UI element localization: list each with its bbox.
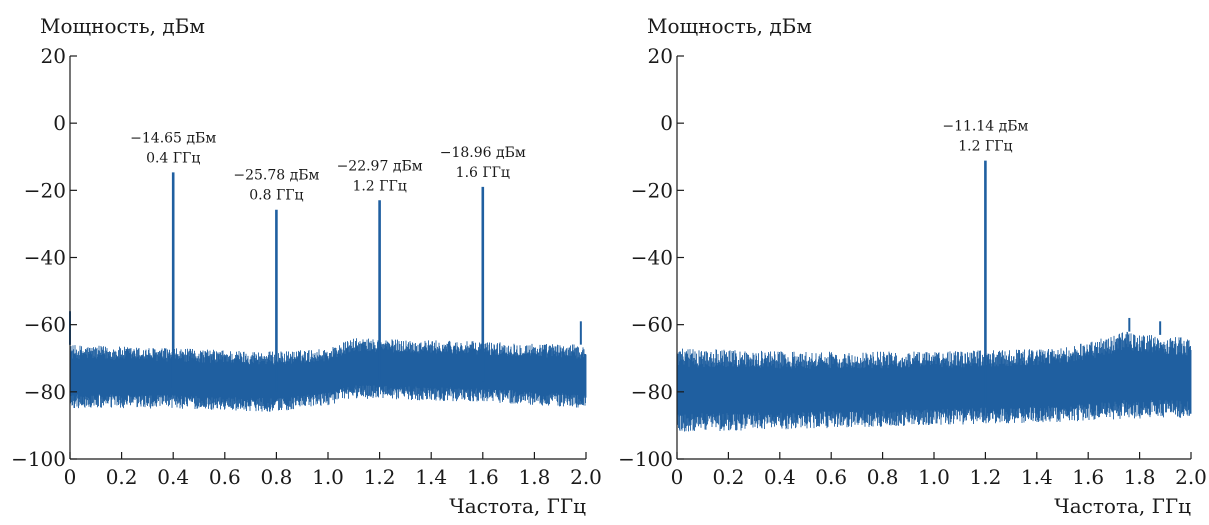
x-tick-label: 0.6 (209, 465, 241, 489)
peak-frequency-label: 1.6 ГГц (456, 165, 510, 181)
y-tick-label: 0 (660, 111, 673, 135)
y-tick-label: −100 (11, 447, 66, 471)
y-tick-label: −80 (24, 380, 66, 404)
x-tick-label: 0 (671, 465, 684, 489)
y-tick-label: 20 (648, 44, 673, 68)
y-axis-label: Мощность, дБм (647, 14, 812, 38)
x-tick-label: 0 (64, 465, 77, 489)
left-spectrum-panel: Мощность, дБм Частота, ГГц −14.65 дБм 0.4 Г… (11, 14, 602, 518)
peak-power-label: −11.14 дБм (942, 119, 1028, 135)
x-tick-label: 1.4 (1021, 465, 1053, 489)
y-tick-label: −80 (631, 380, 673, 404)
x-tick-label: 1.0 (312, 465, 344, 489)
peak-frequency-label: 0.4 ГГц (146, 150, 200, 166)
y-tick-label: −20 (24, 178, 66, 202)
x-axis-label: Частота, ГГц (1054, 494, 1191, 518)
peak-frequency-label: 1.2 ГГц (352, 178, 406, 194)
x-tick-label: 0.2 (712, 465, 744, 489)
y-tick-label: 0 (53, 111, 66, 135)
peak-frequency-label: 1.2 ГГц (958, 139, 1012, 155)
x-tick-label: 1.4 (415, 465, 447, 489)
y-tick-label: −20 (631, 178, 673, 202)
x-tick-label: 1.8 (1124, 465, 1156, 489)
peak-power-label: −22.97 дБм (337, 158, 423, 174)
y-tick-label: −100 (618, 447, 673, 471)
y-axis-label: Мощность, дБм (40, 14, 205, 38)
y-tick-label: −60 (24, 313, 66, 337)
x-tick-label: 0.8 (867, 465, 899, 489)
noise-floor-trace (69, 338, 587, 412)
y-tick-label: −60 (631, 313, 673, 337)
x-tick-label: 0.6 (815, 465, 847, 489)
y-tick-label: −40 (631, 246, 673, 270)
x-tick-label: 1.0 (918, 465, 950, 489)
y-tick-label: −40 (24, 246, 66, 270)
x-tick-label: 1.6 (1072, 465, 1104, 489)
y-tick-label: 20 (41, 44, 66, 68)
x-tick-label: 0.2 (106, 465, 138, 489)
x-tick-label: 1.8 (518, 465, 550, 489)
x-tick-label: 2.0 (570, 465, 602, 489)
x-tick-label: 1.2 (364, 465, 396, 489)
x-tick-label: 1.2 (969, 465, 1001, 489)
x-tick-label: 0.4 (764, 465, 796, 489)
noise-floor-trace (676, 331, 1192, 432)
x-tick-label: 1.6 (467, 465, 499, 489)
right-spectrum-panel: Мощность, дБм Частота, ГГц −11.14 дБм 1.2 Г… (618, 14, 1207, 518)
x-axis-label: Частота, ГГц (449, 494, 586, 518)
x-tick-label: 0.8 (260, 465, 292, 489)
peak-power-label: −14.65 дБм (130, 130, 216, 146)
peak-power-label: −18.96 дБм (440, 145, 526, 161)
x-tick-label: 2.0 (1175, 465, 1207, 489)
peak-power-label: −25.78 дБм (233, 168, 319, 184)
peak-frequency-label: 0.8 ГГц (249, 188, 303, 204)
x-tick-label: 0.4 (157, 465, 189, 489)
